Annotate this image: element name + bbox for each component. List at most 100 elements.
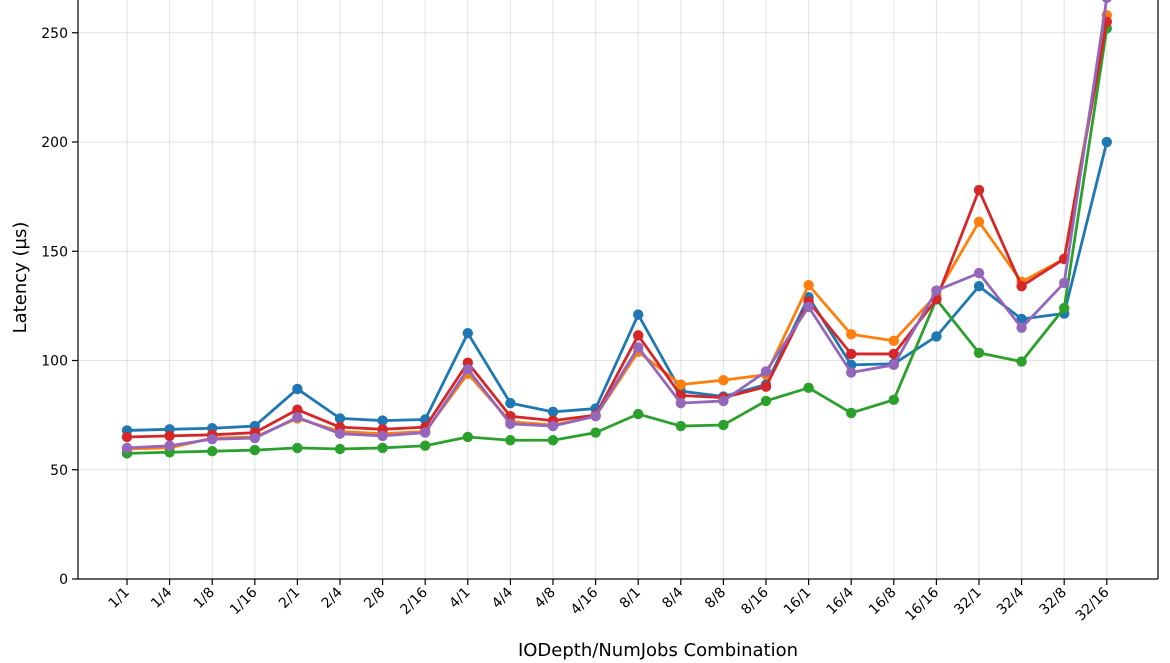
data-point [633, 408, 644, 420]
x-tick-label: 4/1 [446, 585, 473, 612]
data-point [675, 420, 686, 432]
x-tick-label: 2/16 [397, 584, 431, 618]
data-point [292, 442, 303, 454]
data-point [760, 381, 772, 392]
series-line [125, 0, 1108, 450]
data-point [1059, 277, 1070, 289]
x-tick-label: 4/4 [489, 584, 516, 611]
y-tick-label: 0 [59, 572, 68, 588]
data-point [1016, 281, 1027, 292]
y-tick-label: 50 [50, 463, 68, 479]
data-point [760, 395, 772, 407]
data-point [292, 383, 303, 395]
x-tick-label: 2/1 [276, 585, 303, 612]
x-tick-label: 16/8 [866, 585, 900, 619]
series-line [125, 20, 1109, 439]
data-point [973, 347, 985, 359]
data-point [1016, 356, 1027, 367]
data-point [334, 443, 346, 455]
x-tick-label: 8/16 [738, 584, 772, 618]
x-tick-label: 4/16 [568, 584, 602, 618]
series-5 [121, 0, 1112, 454]
data-point [505, 397, 516, 409]
data-point [888, 348, 899, 360]
y-tick-label: 150 [41, 244, 68, 260]
data-point [633, 342, 644, 353]
x-tick-label: 1/4 [148, 584, 175, 611]
data-point [377, 442, 388, 454]
data-point [718, 374, 729, 386]
x-tick-label: 8/1 [617, 585, 644, 612]
data-point [420, 427, 431, 438]
x-tick-label: 16/16 [902, 584, 942, 624]
data-point [888, 359, 899, 371]
data-point [973, 216, 985, 227]
data-point [547, 420, 559, 432]
data-point [547, 435, 559, 446]
data-point [334, 413, 346, 424]
data-point [973, 267, 985, 279]
data-point [121, 431, 133, 443]
data-point [973, 281, 985, 292]
data-point [292, 404, 303, 415]
data-point [803, 279, 814, 291]
data-point [249, 432, 260, 444]
data-point [505, 418, 516, 430]
x-tick-label: 32/8 [1036, 585, 1070, 619]
data-point [590, 427, 601, 438]
x-tick-label: 1/1 [106, 585, 133, 612]
x-tick-label: 4/8 [532, 585, 559, 612]
data-point [462, 431, 473, 443]
data-point [846, 329, 857, 340]
data-point [803, 382, 814, 394]
series-line [125, 27, 1109, 455]
series-1 [121, 136, 1113, 436]
x-tick-label: 1/8 [191, 585, 218, 612]
x-tick-label: 1/16 [227, 584, 261, 618]
data-point [207, 433, 218, 445]
data-point [292, 412, 303, 423]
data-point [888, 394, 899, 406]
x-tick-label: 8/4 [659, 584, 686, 611]
data-point [377, 430, 388, 442]
data-point [1016, 322, 1027, 333]
x-tick-label: 16/4 [823, 584, 857, 618]
data-point [377, 415, 388, 426]
data-point [249, 444, 260, 456]
x-tick-label: 2/4 [319, 584, 346, 611]
data-point [888, 335, 899, 347]
data-point [846, 407, 857, 419]
data-point [846, 348, 857, 360]
series-3 [121, 23, 1113, 459]
data-point [1102, 0, 1112, 4]
data-point [1101, 136, 1113, 148]
x-tick-label: 8/8 [702, 585, 729, 612]
grid [78, 0, 1158, 580]
series-group [121, 0, 1113, 459]
data-point [462, 327, 473, 339]
y-tick-label: 200 [41, 135, 68, 151]
data-point [760, 366, 772, 377]
x-tick-label: 32/16 [1073, 584, 1113, 624]
data-point [420, 440, 431, 451]
labels: IODepth/NumJobs Combination Latency (µs) [10, 222, 798, 661]
data-point [547, 406, 559, 418]
data-point [675, 397, 686, 409]
y-axis-label: Latency (µs) [10, 222, 31, 334]
x-tick-label: 32/1 [951, 585, 985, 619]
data-point [718, 419, 729, 431]
x-axis-label: IODepth/NumJobs Combination [518, 640, 798, 661]
data-point [164, 430, 175, 442]
data-point [675, 379, 686, 390]
data-point [207, 445, 218, 457]
data-point [1016, 313, 1027, 325]
y-tick-label: 250 [41, 26, 68, 42]
data-point [462, 364, 473, 375]
data-point [334, 428, 346, 439]
data-point [718, 395, 729, 407]
data-point [1059, 302, 1070, 314]
data-point [505, 435, 516, 446]
data-point [121, 442, 133, 454]
